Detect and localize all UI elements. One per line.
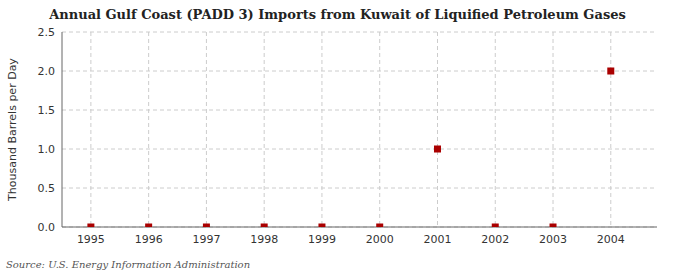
point <box>261 224 268 228</box>
y-grid-line <box>62 32 657 33</box>
x-tick-label: 1998 <box>250 233 278 246</box>
point <box>434 146 441 153</box>
x-tick-label: 2003 <box>539 233 567 246</box>
y-tick-label: 2.5 <box>38 26 56 39</box>
grid <box>62 32 657 227</box>
points <box>87 68 614 228</box>
point <box>550 224 557 228</box>
y-tick-label: 1.5 <box>38 104 56 117</box>
y-axis-line <box>62 32 63 227</box>
point <box>145 224 152 228</box>
point <box>376 224 383 228</box>
x-grid-line <box>148 32 149 227</box>
x-grid-line <box>610 32 611 227</box>
y-grid-line <box>62 110 657 111</box>
point <box>607 68 614 75</box>
y-tick-label: 0.5 <box>38 182 56 195</box>
x-tick-label: 2000 <box>366 233 394 246</box>
chart-container: Annual Gulf Coast (PADD 3) Imports from … <box>0 0 675 275</box>
x-tick-label: 2001 <box>423 233 451 246</box>
x-grid-line <box>495 32 496 227</box>
source-note: Source: U.S. Energy Information Administ… <box>6 259 250 270</box>
y-grid-line <box>62 188 657 189</box>
x-grid-line <box>553 32 554 227</box>
x-tick-label: 1995 <box>77 233 105 246</box>
x-tick-label: 2002 <box>481 233 509 246</box>
point <box>492 224 499 228</box>
x-grid-line <box>90 32 91 227</box>
y-axis-label: Thousand Barrels per Day <box>6 58 19 202</box>
chart-svg: Annual Gulf Coast (PADD 3) Imports from … <box>0 0 675 275</box>
x-tick-label: 1996 <box>135 233 163 246</box>
y-tick-label: 0.0 <box>38 221 56 234</box>
point <box>87 224 94 228</box>
point <box>318 224 325 228</box>
x-grid-line <box>437 32 438 227</box>
x-grid-line <box>206 32 207 227</box>
y-grid-line <box>62 71 657 72</box>
point <box>203 224 210 228</box>
x-tick-label: 2004 <box>597 233 625 246</box>
x-grid-line <box>379 32 380 227</box>
y-grid-line <box>62 149 657 150</box>
x-grid-line <box>264 32 265 227</box>
x-tick-label: 1997 <box>192 233 220 246</box>
x-tick-label: 1999 <box>308 233 336 246</box>
x-grid-line <box>321 32 322 227</box>
title: Annual Gulf Coast (PADD 3) Imports from … <box>48 7 626 22</box>
y-tick-label: 1.0 <box>38 143 56 156</box>
y-tick-label: 2.0 <box>38 65 56 78</box>
